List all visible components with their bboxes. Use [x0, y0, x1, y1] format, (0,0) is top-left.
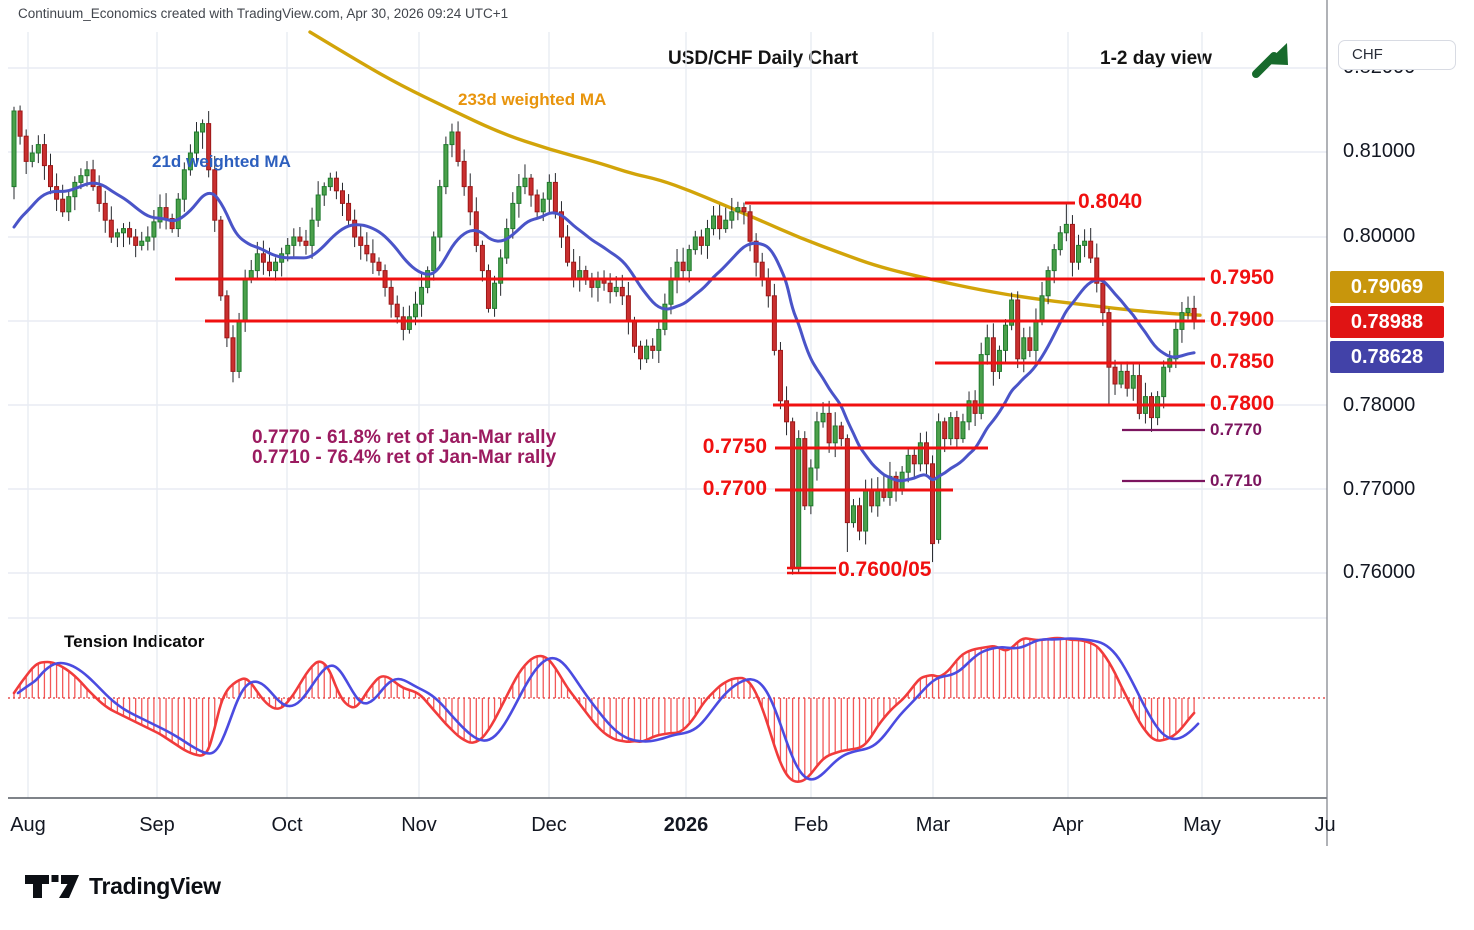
- price-tag: 0.78628: [1330, 341, 1444, 373]
- price-axis-label: 0.81000: [1343, 140, 1416, 162]
- retracement-note-2: 0.7710 - 76.4% ret of Jan-Mar rally: [252, 447, 557, 468]
- price-axis-label: 0.76000: [1343, 561, 1416, 583]
- level-label: 0.7850: [1210, 350, 1275, 373]
- time-axis-label: Dec: [531, 814, 567, 836]
- view-horizon-label: 1-2 day view: [1100, 48, 1212, 69]
- time-axis-label: 2026: [663, 814, 709, 836]
- price-axis-label: 0.77000: [1343, 478, 1416, 500]
- time-axis-label: May: [1183, 814, 1221, 836]
- level-label: 0.7700: [702, 477, 767, 500]
- time-axis-label: Oct: [271, 814, 303, 836]
- price-axis-label: 0.80000: [1343, 225, 1416, 247]
- time-axis-label: Ju: [1314, 814, 1336, 836]
- time-axis-label: Feb: [793, 814, 829, 836]
- time-axis-label: Aug: [10, 814, 46, 836]
- ma21-label: 21d weighted MA: [152, 152, 291, 171]
- symbol-search-box[interactable]: CHF: [1338, 40, 1456, 70]
- tension-indicator-label: Tension Indicator: [64, 632, 205, 651]
- price-axis-label: 0.78000: [1343, 394, 1416, 416]
- time-axis-label: Sep: [139, 814, 175, 836]
- trend-arrow-icon: [1252, 43, 1288, 78]
- tradingview-logo-icon: [25, 875, 79, 898]
- time-axis-label: Nov: [401, 814, 437, 836]
- time-axis-label: Apr: [1052, 814, 1084, 836]
- level-label: 0.7800: [1210, 392, 1275, 415]
- time-axis-label: Mar: [915, 814, 951, 836]
- attribution-text: Continuum_Economics created with Trading…: [18, 6, 509, 21]
- fib-level-label: 0.7770: [1210, 420, 1262, 439]
- level-label: 0.7900: [1210, 308, 1275, 331]
- level-label: 0.7600/05: [838, 558, 932, 581]
- tradingview-logo-text: TradingView: [89, 872, 221, 899]
- retracement-note-1: 0.7770 - 61.8% ret of Jan-Mar rally: [252, 427, 557, 448]
- level-label: 0.7750: [702, 435, 767, 458]
- level-label: 0.8040: [1078, 190, 1143, 213]
- ma233-label: 233d weighted MA: [458, 90, 607, 109]
- fib-level-label: 0.7710: [1210, 471, 1262, 490]
- price-tag: 0.79069: [1330, 271, 1444, 303]
- level-label: 0.7950: [1210, 266, 1275, 289]
- symbol-label: CHF: [1352, 46, 1383, 63]
- price-tag: 0.78988: [1330, 306, 1444, 338]
- tradingview-logo[interactable]: TradingView: [24, 872, 221, 900]
